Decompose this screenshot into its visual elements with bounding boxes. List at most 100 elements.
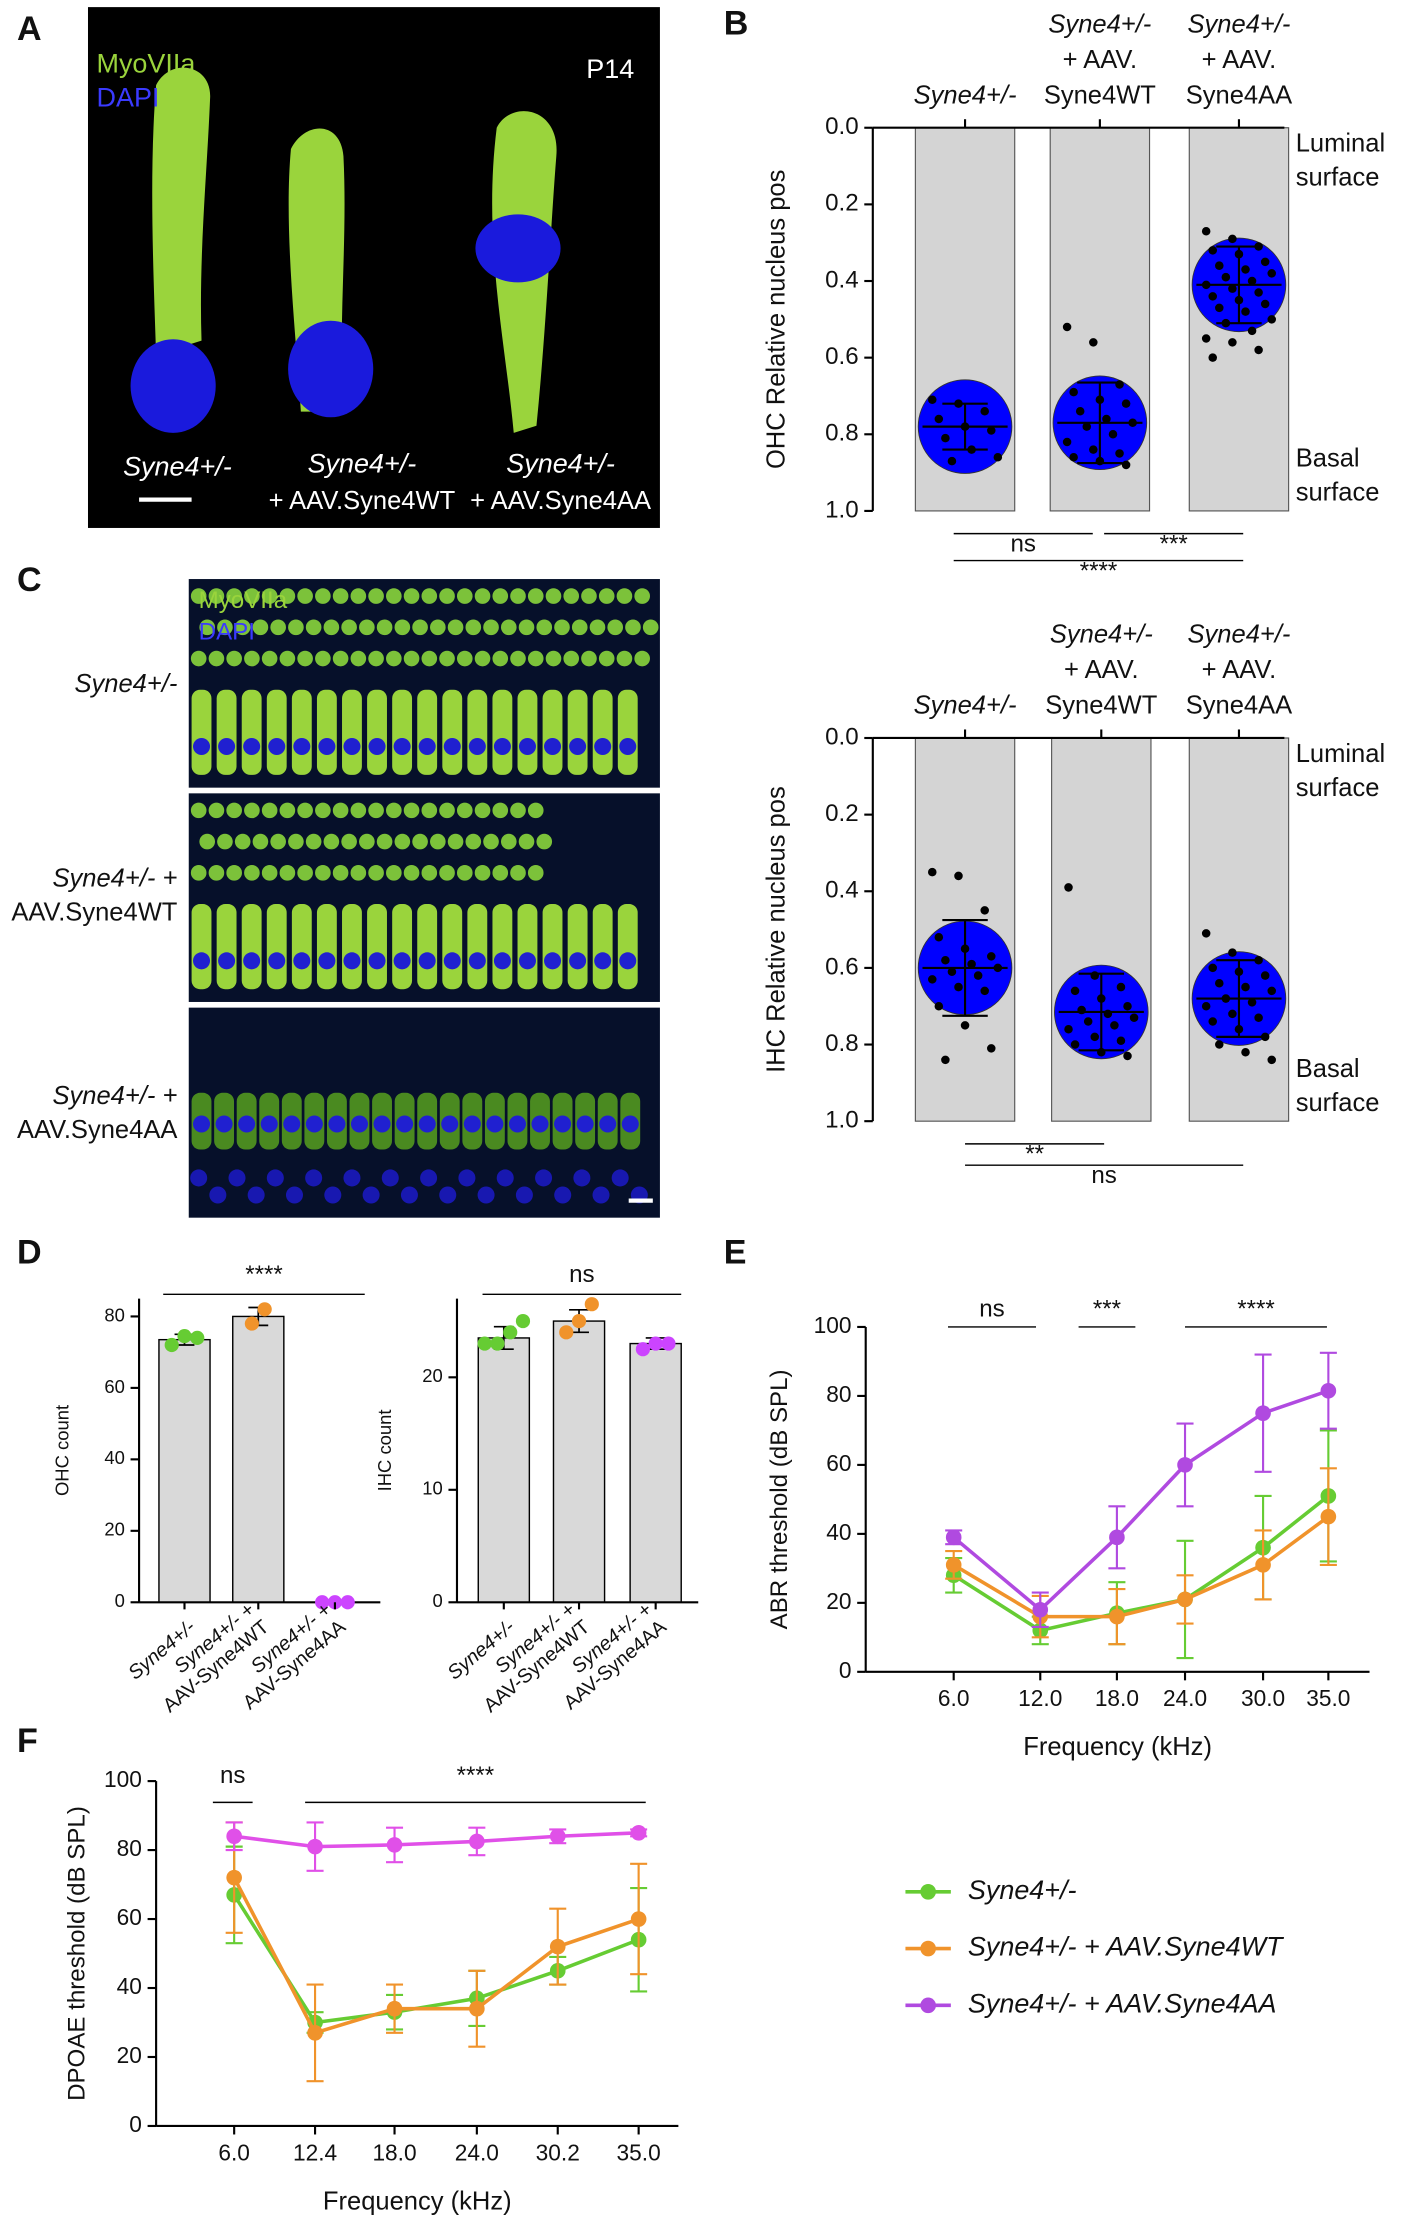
y-tick-label: 0.8 bbox=[825, 1030, 859, 1057]
nucleus bbox=[621, 1115, 639, 1133]
nucleus bbox=[611, 1169, 629, 1187]
x-axis-label: Frequency (kHz) bbox=[1023, 1733, 1212, 1761]
hair-cell bbox=[316, 689, 337, 775]
y-tick-label: 60 bbox=[826, 1450, 851, 1476]
stereocilia bbox=[571, 619, 588, 636]
stereocilia bbox=[527, 650, 544, 667]
nucleus bbox=[468, 737, 486, 756]
stereocilia bbox=[315, 650, 331, 667]
stereocilia bbox=[518, 619, 535, 636]
stereocilia bbox=[368, 588, 384, 604]
y-axis-label: OHC Relative nucleus pos bbox=[762, 170, 790, 469]
nucleus bbox=[518, 952, 536, 970]
panel-letter: A bbox=[17, 10, 42, 48]
stereocilia bbox=[394, 833, 411, 850]
y-tick-label: 0.4 bbox=[825, 877, 859, 904]
genotype-label: Syne4+/- bbox=[123, 451, 232, 481]
y-axis-label: IHC Relative nucleus pos bbox=[762, 786, 790, 1073]
data-point bbox=[1241, 265, 1250, 274]
y-tick-label: 40 bbox=[117, 1973, 142, 1999]
nucleus bbox=[508, 1115, 526, 1133]
hair-cell bbox=[617, 689, 638, 775]
x-axis-label: Frequency (kHz) bbox=[323, 2187, 512, 2215]
data-point bbox=[515, 1313, 531, 1329]
data-point bbox=[1320, 1382, 1337, 1399]
data-point bbox=[630, 1911, 647, 1927]
nucleus bbox=[343, 952, 361, 970]
data-point bbox=[980, 986, 989, 996]
data-point bbox=[1254, 1013, 1263, 1022]
x-tick-label: 18.0 bbox=[372, 2139, 416, 2165]
hair-cell bbox=[442, 689, 463, 775]
genotype-label: Syne4+/- bbox=[308, 449, 417, 479]
nucleus bbox=[439, 1186, 457, 1204]
stereocilia bbox=[616, 588, 633, 604]
y-tick-label: 40 bbox=[104, 1447, 125, 1468]
stereocilia bbox=[536, 619, 553, 636]
data-point bbox=[1103, 1009, 1113, 1019]
nucleus bbox=[493, 737, 511, 756]
stereocilia bbox=[341, 619, 357, 636]
category-label: Syne4WT bbox=[1044, 81, 1156, 109]
stereocilia bbox=[403, 650, 420, 667]
data-point bbox=[661, 1336, 676, 1351]
data-point bbox=[941, 433, 950, 443]
data-point bbox=[1064, 883, 1073, 892]
y-tick-label: 40 bbox=[826, 1519, 851, 1545]
stereocilia bbox=[474, 865, 491, 881]
stereocilia bbox=[439, 588, 455, 604]
nucleus bbox=[193, 952, 211, 970]
nucleus bbox=[418, 737, 436, 756]
nucleus bbox=[496, 1169, 514, 1187]
nucleus bbox=[293, 952, 311, 970]
legend-label: Syne4+/- + AAV.Syne4AA bbox=[968, 1988, 1277, 2018]
stereocilia bbox=[483, 619, 499, 636]
y-tick-label: 1.0 bbox=[825, 1107, 859, 1134]
data-point bbox=[993, 963, 1003, 973]
nucleus bbox=[443, 952, 461, 970]
stereocilia bbox=[581, 588, 597, 604]
category-label: Syne4WT bbox=[1045, 692, 1157, 720]
nucleus bbox=[193, 737, 211, 756]
data-point bbox=[1215, 303, 1224, 313]
nucleus bbox=[268, 737, 286, 756]
stereocilia bbox=[226, 588, 242, 604]
data-point bbox=[164, 1337, 179, 1353]
stain-label: MyoVIIa bbox=[97, 48, 196, 78]
data-point bbox=[1201, 929, 1211, 938]
x-tick-label: 24.0 bbox=[1163, 1685, 1207, 1711]
stereocilia bbox=[456, 865, 473, 881]
series-line bbox=[232, 1876, 640, 2035]
hair-cell bbox=[567, 689, 588, 775]
stereocilia bbox=[208, 588, 225, 604]
nucleus bbox=[400, 1186, 418, 1204]
nucleus bbox=[477, 1186, 495, 1204]
nucleus bbox=[215, 1115, 233, 1133]
data-point bbox=[934, 932, 944, 942]
stereocilia bbox=[518, 833, 535, 850]
stereocilia bbox=[199, 833, 216, 850]
row-label: AAV.Syne4WT bbox=[11, 899, 177, 927]
data-point bbox=[945, 1529, 962, 1546]
y-tick-label: 0.0 bbox=[825, 723, 859, 750]
stereocilia bbox=[279, 588, 296, 604]
y-tick-label: 60 bbox=[117, 1904, 142, 1930]
hair-cell bbox=[492, 904, 513, 990]
data-point bbox=[1075, 407, 1085, 416]
stereocilia bbox=[536, 833, 553, 850]
hair-cell bbox=[216, 904, 237, 990]
stereocilia bbox=[500, 619, 517, 636]
data-point bbox=[973, 971, 983, 980]
category-label: + AAV. bbox=[1202, 656, 1277, 684]
stereocilia bbox=[270, 619, 286, 636]
hair-cell bbox=[342, 689, 362, 775]
data-point bbox=[571, 1313, 587, 1329]
data-point bbox=[503, 1325, 518, 1340]
x-tick-label: 6.0 bbox=[938, 1685, 970, 1711]
category-label: Syne4+/- bbox=[914, 692, 1017, 720]
data-point bbox=[1241, 1047, 1250, 1057]
stereocilia bbox=[421, 865, 438, 881]
data-point bbox=[1208, 1017, 1217, 1026]
data-point bbox=[1090, 1032, 1099, 1042]
stereocilia bbox=[190, 588, 207, 604]
